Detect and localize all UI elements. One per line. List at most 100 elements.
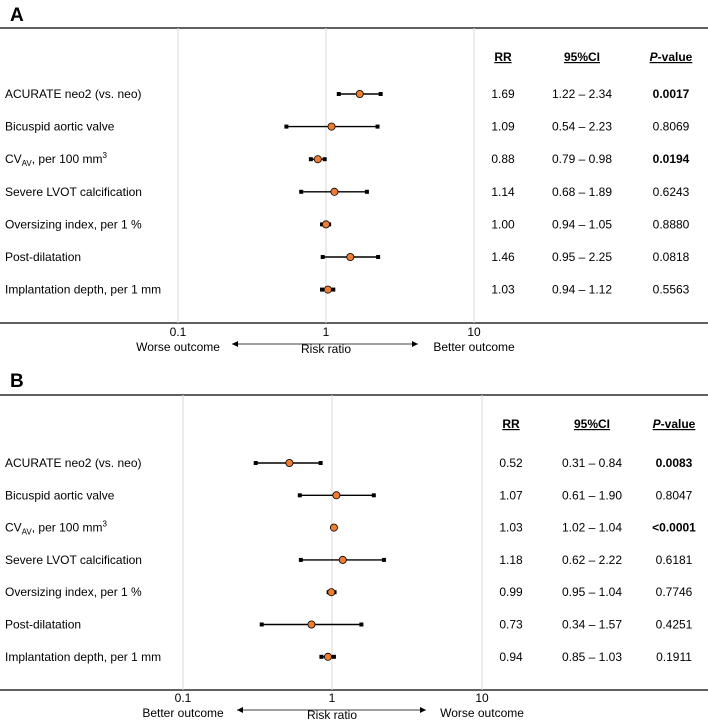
column-header-ci: 95%CI xyxy=(574,417,610,431)
column-header-p-value: P-value xyxy=(653,417,696,431)
row-label: Bicuspid aortic valve xyxy=(5,488,115,502)
ci-lower-cap xyxy=(336,92,341,96)
row-label: Post-dilatation xyxy=(5,250,81,264)
ci-value: 0.95 – 2.25 xyxy=(552,250,612,264)
panel-letter: A xyxy=(10,5,24,26)
row-label: Bicuspid aortic valve xyxy=(5,120,115,134)
ci-lower-cap xyxy=(299,189,304,194)
row-label-main: Oversizing index, per 1 % xyxy=(5,217,142,231)
forest-row: ACURATE neo2 (vs. neo) 0.52 0.31 – 0.84 0.0… xyxy=(5,456,693,470)
axis-tick-label: 1 xyxy=(323,325,330,339)
forest-row: CVAV, per 100 mm3 0.88 0.79 – 0.98 0.0194 xyxy=(5,151,690,168)
p-value: 0.0017 xyxy=(653,87,690,101)
point-estimate-marker xyxy=(307,620,316,629)
row-label-suffix: , per 100 mm xyxy=(32,152,103,166)
row-label: CVAV, per 100 mm3 xyxy=(5,520,107,537)
point-estimate-marker xyxy=(355,90,364,99)
point-estimate-marker xyxy=(329,523,338,532)
column-header-p-value: P-value xyxy=(650,50,693,64)
p-value: 0.6181 xyxy=(656,553,693,567)
ci-value: 0.95 – 1.04 xyxy=(562,585,622,599)
ci-value: 0.94 – 1.05 xyxy=(552,217,612,231)
p-value: 0.8069 xyxy=(653,120,690,134)
row-label-superscript: 3 xyxy=(102,520,107,529)
point-estimate-marker xyxy=(323,285,332,294)
axis-tick-label: 1 xyxy=(329,691,336,705)
p-value: 0.8880 xyxy=(653,217,690,231)
row-label-main: CV xyxy=(5,152,22,166)
rr-value: 1.03 xyxy=(491,283,515,297)
forest-row: Post-dilatation 1.46 0.95 – 2.25 0.0818 xyxy=(5,250,690,264)
row-label-main: Bicuspid aortic valve xyxy=(5,120,115,134)
rr-value: 1.46 xyxy=(491,250,515,264)
ci-lower-cap xyxy=(298,557,303,562)
p-value: 0.1911 xyxy=(656,650,692,664)
forest-row: ACURATE neo2 (vs. neo) 1.69 1.22 – 2.34 0.0… xyxy=(5,87,690,101)
ci-upper-cap xyxy=(318,461,323,465)
p-value: <0.0001 xyxy=(652,521,696,535)
ci-value: 0.85 – 1.03 xyxy=(562,650,622,664)
row-label-main: CV xyxy=(5,521,22,535)
ci-value: 0.94 – 1.12 xyxy=(552,283,612,297)
rr-value: 1.00 xyxy=(491,217,515,231)
row-label-main: Severe LVOT calcification xyxy=(5,553,142,567)
row-label-main: ACURATE neo2 (vs. neo) xyxy=(5,87,142,101)
axis-tick-label: 0.1 xyxy=(170,325,187,339)
point-estimate-marker xyxy=(330,187,339,196)
ci-value: 0.54 – 2.23 xyxy=(552,120,612,134)
ci-lower-cap xyxy=(259,622,264,627)
point-estimate-marker xyxy=(321,220,330,229)
rr-value: 0.94 xyxy=(499,650,523,664)
row-label-main: Post-dilatation xyxy=(5,618,81,632)
axis-label: Risk ratio xyxy=(307,708,357,722)
point-estimate-marker xyxy=(332,491,341,500)
column-header-p-rest: -value xyxy=(661,417,696,431)
column-header-p-italic: P xyxy=(650,50,659,64)
ci-lower-cap xyxy=(320,255,325,259)
ci-lower-cap xyxy=(297,493,302,498)
ci-upper-cap xyxy=(331,654,336,659)
row-label-main: Bicuspid aortic valve xyxy=(5,488,115,502)
direction-arrow-left-head xyxy=(232,341,238,347)
forest-row: Implantation depth, per 1 mm 0.94 0.85 – 1… xyxy=(5,650,692,664)
column-header-p-rest: -value xyxy=(658,50,693,64)
rr-value: 0.88 xyxy=(491,152,515,166)
forest-row: Bicuspid aortic valve 1.09 0.54 – 2.23 0.80… xyxy=(5,120,690,134)
ci-value: 0.31 – 0.84 xyxy=(562,456,622,470)
row-label-subscript: AV xyxy=(22,528,33,537)
row-label-superscript: 3 xyxy=(102,151,107,160)
p-value: 0.8047 xyxy=(656,488,693,502)
rr-value: 1.14 xyxy=(491,185,515,199)
row-label: CVAV, per 100 mm3 xyxy=(5,151,107,168)
point-estimate-marker xyxy=(338,555,347,564)
row-label: Oversizing index, per 1 % xyxy=(5,585,142,599)
rr-value: 0.73 xyxy=(499,618,523,632)
point-estimate-marker xyxy=(327,588,336,597)
rr-value: 1.18 xyxy=(499,553,523,567)
forest-row: Bicuspid aortic valve 1.07 0.61 – 1.90 0.80… xyxy=(5,488,693,502)
ci-value: 0.34 – 1.57 xyxy=(562,618,622,632)
direction-arrow-right-head xyxy=(420,707,426,713)
rr-value: 0.52 xyxy=(499,456,523,470)
p-value: 0.4251 xyxy=(656,618,693,632)
right-outcome-label: Worse outcome xyxy=(440,706,524,720)
forest-row: CVAV, per 100 mm3 1.03 1.02 – 1.04 <0.0001 xyxy=(5,520,696,537)
right-outcome-label: Better outcome xyxy=(433,340,515,354)
column-header-ci: 95%CI xyxy=(564,50,600,64)
ci-lower-cap xyxy=(308,157,313,162)
row-label: Implantation depth, per 1 mm xyxy=(5,283,161,297)
rr-value: 1.07 xyxy=(499,488,523,502)
ci-upper-cap xyxy=(359,622,364,627)
row-label-main: Implantation depth, per 1 mm xyxy=(5,650,161,664)
rr-value: 1.03 xyxy=(499,521,523,535)
forest-row: Implantation depth, per 1 mm 1.03 0.94 – 1… xyxy=(5,283,690,297)
ci-upper-cap xyxy=(381,557,386,562)
rr-value: 0.99 xyxy=(499,585,523,599)
left-outcome-label: Worse outcome xyxy=(136,340,220,354)
ci-upper-cap xyxy=(378,92,383,96)
ci-value: 0.79 – 0.98 xyxy=(552,152,612,166)
ci-upper-cap xyxy=(376,255,381,259)
ci-value: 0.68 – 1.89 xyxy=(552,185,612,199)
ci-upper-cap xyxy=(375,124,380,129)
